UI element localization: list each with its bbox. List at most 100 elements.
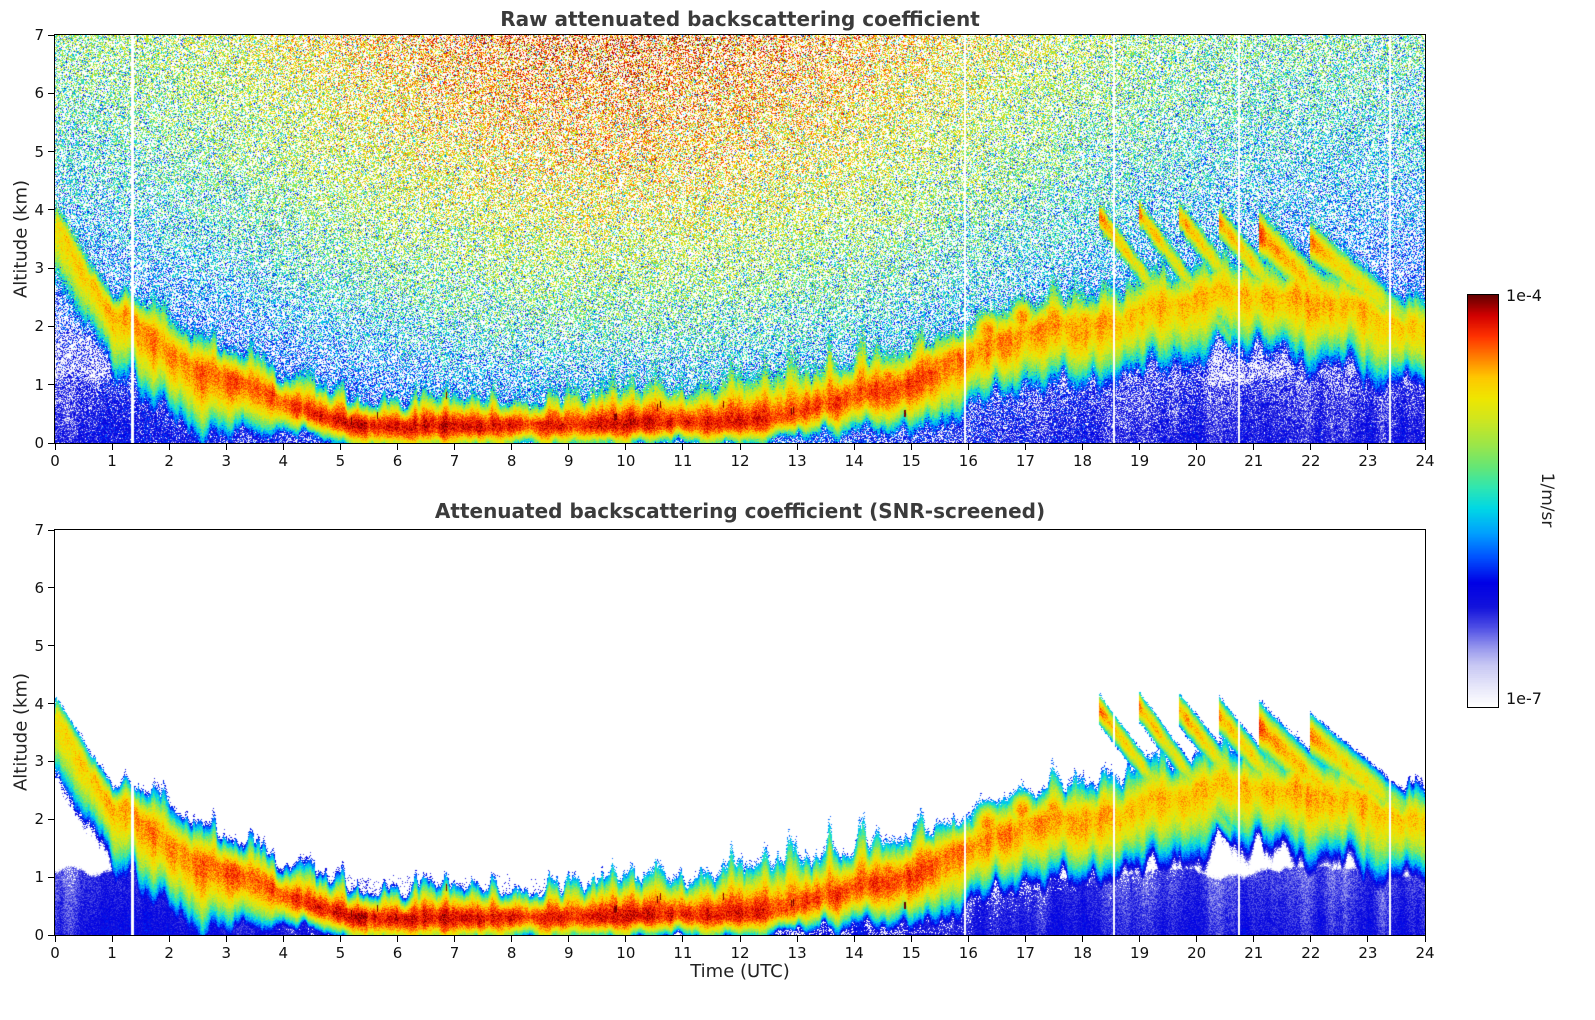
x-tick-label: 24: [1415, 452, 1435, 470]
x-tick-mark: [910, 936, 912, 942]
y-tick-label: 0: [34, 434, 44, 452]
y-tick-label: 7: [34, 26, 44, 44]
x-tick-label: 9: [563, 452, 574, 470]
y-tick-mark: [48, 529, 54, 531]
y-tick-mark: [48, 34, 54, 36]
raw-heatmap-canvas: [55, 35, 1425, 443]
x-tick-label: 21: [1244, 452, 1264, 470]
x-tick-label: 1: [107, 452, 117, 470]
x-tick-mark: [739, 444, 741, 450]
x-tick-label: 10: [616, 452, 636, 470]
x-tick-mark: [339, 936, 341, 942]
x-tick-label: 24: [1415, 944, 1435, 962]
x-tick-label: 17: [1015, 944, 1035, 962]
x-tick-label: 16: [958, 452, 978, 470]
x-tick-label: 13: [787, 452, 807, 470]
x-tick-mark: [54, 936, 56, 942]
y-tick-mark: [48, 703, 54, 705]
y-tick-mark: [48, 760, 54, 762]
x-tick-mark: [625, 444, 627, 450]
x-tick-label: 13: [787, 944, 807, 962]
x-tick-label: 7: [449, 944, 460, 962]
x-tick-label: 18: [1072, 944, 1093, 962]
x-tick-mark: [397, 936, 398, 942]
x-tick-label: 8: [506, 944, 517, 962]
x-tick-label: 8: [506, 452, 517, 470]
x-tick-mark: [796, 444, 798, 450]
x-tick-mark: [1367, 444, 1369, 450]
x-tick-label: 19: [1130, 452, 1150, 470]
x-tick-mark: [682, 936, 684, 942]
x-tick-mark: [1139, 936, 1141, 942]
x-tick-label: 22: [1301, 452, 1321, 470]
x-axis-label: Time (UTC): [690, 961, 790, 982]
x-tick-mark: [168, 936, 170, 942]
x-tick-mark: [682, 444, 684, 450]
y-tick-label: 6: [34, 84, 44, 103]
x-tick-mark: [511, 444, 513, 450]
x-tick-label: 12: [730, 944, 750, 962]
x-tick-label: 10: [616, 944, 636, 962]
x-tick-label: 6: [392, 452, 403, 470]
x-tick-label: 2: [164, 944, 174, 962]
y-tick-label: 5: [34, 142, 44, 161]
x-tick-mark: [568, 936, 570, 942]
x-tick-mark: [1424, 444, 1426, 450]
screened-heatmap-panel: [54, 529, 1426, 936]
x-tick-mark: [1196, 936, 1198, 942]
x-tick-mark: [225, 936, 227, 942]
x-tick-label: 14: [844, 944, 864, 962]
x-tick-mark: [454, 936, 456, 942]
y-tick-mark: [48, 92, 54, 94]
y-tick-label: 3: [34, 752, 44, 771]
screened-panel-title: Attenuated backscattering coefficient (S…: [434, 499, 1046, 523]
y-tick-label: 2: [34, 810, 44, 829]
y-tick-mark: [48, 325, 54, 327]
x-tick-label: 20: [1187, 452, 1207, 470]
x-tick-mark: [796, 936, 798, 942]
y-axis-label-screened: Altitude (km): [10, 672, 32, 792]
x-tick-label: 11: [673, 944, 693, 962]
x-tick-label: 6: [392, 944, 403, 962]
x-tick-label: 17: [1015, 452, 1035, 470]
x-tick-mark: [397, 444, 398, 450]
x-tick-mark: [1082, 444, 1083, 450]
x-tick-label: 20: [1187, 944, 1207, 962]
x-tick-label: 23: [1358, 944, 1378, 962]
y-axis-label-raw: Altitude (km): [10, 179, 32, 299]
x-tick-label: 16: [958, 944, 978, 962]
x-tick-label: 3: [221, 944, 232, 962]
x-tick-mark: [1310, 444, 1312, 450]
x-tick-mark: [1253, 936, 1255, 942]
raw-panel-title: Raw attenuated backscattering coefficien…: [500, 7, 980, 31]
y-tick-mark: [48, 209, 54, 211]
x-tick-mark: [568, 444, 570, 450]
x-tick-label: 4: [278, 452, 289, 470]
x-tick-mark: [454, 444, 456, 450]
y-tick-mark: [48, 384, 54, 386]
x-tick-label: 18: [1072, 452, 1093, 470]
x-tick-mark: [1367, 936, 1369, 942]
x-tick-label: 0: [50, 452, 60, 470]
y-tick-label: 2: [34, 317, 44, 336]
y-tick-mark: [48, 645, 54, 647]
y-tick-mark: [48, 587, 54, 589]
x-tick-label: 12: [730, 452, 750, 470]
x-tick-mark: [225, 444, 227, 450]
x-tick-label: 23: [1358, 452, 1378, 470]
x-tick-mark: [168, 444, 170, 450]
x-tick-label: 9: [563, 944, 574, 962]
y-tick-label: 7: [34, 521, 44, 539]
x-tick-mark: [282, 936, 284, 942]
x-tick-label: 4: [278, 944, 289, 962]
x-tick-label: 14: [844, 452, 864, 470]
x-tick-label: 19: [1130, 944, 1150, 962]
x-tick-label: 0: [50, 944, 60, 962]
x-tick-mark: [282, 444, 284, 450]
y-tick-label: 6: [34, 578, 44, 597]
y-tick-mark: [48, 818, 54, 820]
x-tick-mark: [511, 936, 513, 942]
x-tick-label: 5: [335, 452, 346, 470]
y-tick-mark: [48, 934, 54, 936]
